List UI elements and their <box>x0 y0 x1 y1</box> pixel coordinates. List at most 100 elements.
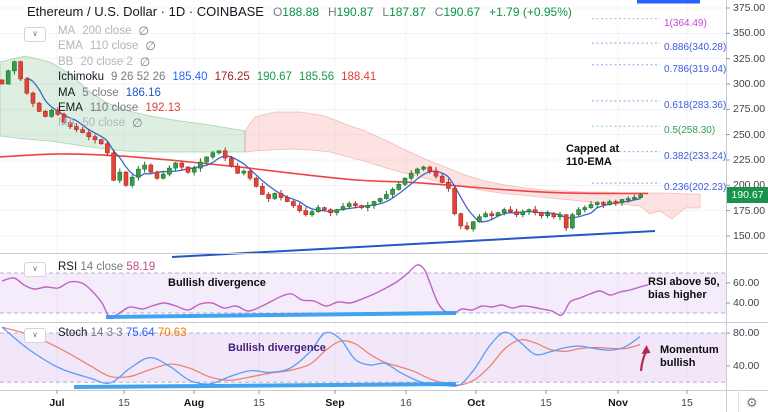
annotation-capped-110ema[interactable]: Capped at 110-EMA <box>566 143 620 168</box>
last-price-badge: 190.67 <box>727 186 768 203</box>
stoch-legend[interactable]: Stoch 14 3 3 75.64 70.63 <box>58 327 187 339</box>
indicator-name: EMA <box>58 40 83 53</box>
top-accent-bar <box>637 0 700 4</box>
indicator-value: 185.56 <box>298 71 335 84</box>
sub-panes <box>0 264 726 389</box>
rsi-legend-collapse-button[interactable]: ∨ <box>24 262 46 277</box>
eye-hidden-icon[interactable]: ∅ <box>138 24 149 38</box>
ohlc-value: 190.67 <box>443 5 481 19</box>
ohlc-values: O188.88 H190.87 L187.87 C190.67 <box>264 4 480 19</box>
fib-level-label[interactable]: 0.5(258.30) <box>664 125 716 137</box>
stoch-d-value: 70.63 <box>157 327 187 339</box>
time-tick-label: Jul <box>49 397 65 409</box>
indicator-value: 192.13 <box>145 101 181 114</box>
stoch-k-value: 75.64 <box>125 327 155 339</box>
indicator-name: EMA <box>58 101 83 114</box>
ohlc-key: C <box>434 5 444 19</box>
legend-row-ema-110-close[interactable]: EMA 110 close 192.13 <box>58 101 376 116</box>
ma5-line <box>26 77 641 223</box>
legend-row-ma-5-close[interactable]: MA 5 close 186.16 <box>58 86 376 101</box>
time-tick-label: Oct <box>467 397 485 409</box>
ohlc-value: 188.88 <box>282 5 319 19</box>
indicator-value: 190.67 <box>256 71 292 84</box>
candles <box>0 60 643 232</box>
legend-row-ma-200-close[interactable]: MA 200 close ∅ <box>58 24 376 39</box>
fib-level-label[interactable]: 0.618(283.36) <box>664 99 727 111</box>
indicator-value: 176.25 <box>214 71 250 84</box>
price-tick-label: 325.00 <box>733 52 766 65</box>
time-tick-label: 15 <box>540 397 552 409</box>
stoch-name: Stoch <box>58 327 88 339</box>
price-tick-label: 225.00 <box>733 153 766 166</box>
indicator-legend: MA 200 close ∅ EMA 110 close ∅ BB 20 close 2 ∅ Ic… <box>58 24 376 132</box>
fib-level-label[interactable]: 0.236(202.23) <box>664 182 727 194</box>
rsi-params: 14 close <box>80 261 124 273</box>
time-tick-label: Aug <box>183 397 205 409</box>
legend-row-ichimoku-9-26-52-26[interactable]: Ichimoku 9 26 52 26 185.40 176.25 190.67 185.… <box>58 70 376 85</box>
eye-hidden-icon[interactable]: ∅ <box>132 116 143 131</box>
indicator-value: 185.40 <box>172 71 208 84</box>
fib-level-label[interactable]: 0.382(233.24) <box>664 150 727 162</box>
price-tick-label: 275.00 <box>733 103 766 116</box>
annotation-rsi-bullish-divergence[interactable]: Bullish divergence <box>168 277 266 289</box>
price-tick-label: 175.00 <box>733 204 766 217</box>
rsi-value: 58.19 <box>126 261 156 273</box>
price-tick-label: 300.00 <box>733 77 766 90</box>
eye-hidden-icon[interactable]: ∅ <box>139 54 151 69</box>
rsi-tick-label: 60.00 <box>733 277 760 289</box>
rsi-legend[interactable]: RSI 14 close 58.19 <box>58 261 155 273</box>
stoch-tick-label: 80.00 <box>733 327 760 339</box>
stoch-k-line <box>1 326 641 387</box>
gridlines <box>0 0 726 390</box>
legend-row-ema-110-close[interactable]: EMA 110 close ∅ <box>58 39 376 54</box>
symbol-title-row: Ethereum / U.S. Dollar · 1D · COINBASE O1… <box>27 4 572 19</box>
indicator-name: MA <box>58 25 76 37</box>
rsi-name: RSI <box>58 261 78 273</box>
stoch-tick-label: 40.00 <box>733 359 760 372</box>
stoch-support-trendline <box>73 382 457 389</box>
annotation-momentum-bullish[interactable]: Momentum bullish <box>660 344 719 369</box>
indicator-params: 20 close 2 <box>80 55 133 68</box>
price-tick-label: 350.00 <box>733 27 766 40</box>
fib-level-label[interactable]: 1(364.49) <box>664 17 707 29</box>
time-scale-settings-gear-icon[interactable]: ⚙ <box>746 395 758 410</box>
ichimoku-cloud <box>0 55 701 220</box>
indicator-params: 110 close <box>89 40 139 53</box>
ohlc-value: 187.87 <box>389 5 426 19</box>
fib-level-label[interactable]: 0.786(319.04) <box>664 63 727 75</box>
indicator-params: 200 close <box>82 25 132 37</box>
indicator-params: 50 close <box>82 117 126 130</box>
time-tick-label: 15 <box>118 397 130 409</box>
stoch-legend-collapse-button[interactable]: ∨ <box>24 328 46 343</box>
change-value: +1.79 (+0.95%) <box>489 5 572 19</box>
indicator-name: MA <box>58 117 76 130</box>
indicator-name: Ichimoku <box>58 71 105 84</box>
time-tick-label: 16 <box>400 397 412 409</box>
time-tick-label: Nov <box>608 397 628 409</box>
legend-row-bb-20-close-2[interactable]: BB 20 close 2 ∅ <box>58 55 376 70</box>
price-tick-label: 150.00 <box>733 229 766 242</box>
eye-hidden-icon[interactable]: ∅ <box>145 39 156 54</box>
symbol-title[interactable]: Ethereum / U.S. Dollar · 1D · COINBASE <box>27 4 264 19</box>
indicator-value: 188.41 <box>341 71 377 84</box>
indicator-params: 110 close <box>89 101 139 114</box>
stoch-params: 14 3 3 <box>90 327 123 339</box>
stoch-d-line <box>1 326 641 386</box>
annotation-stoch-bullish-divergence[interactable]: Bullish divergence <box>228 342 326 354</box>
indicator-params: 9 26 52 26 <box>111 71 166 84</box>
price-tick-label: 375.00 <box>733 2 766 14</box>
fib-level-label[interactable]: 0.886(340.28) <box>664 42 727 54</box>
legend-row-ma-50-close[interactable]: MA 50 close ∅ <box>58 116 376 131</box>
rsi-support-trendline <box>105 311 457 319</box>
rsi-tick-label: 40.00 <box>733 297 760 309</box>
indicator-params: 5 close <box>82 86 119 99</box>
overlay-lines <box>0 77 656 258</box>
ohlc-value: 190.87 <box>336 5 374 19</box>
annotation-rsi-above-50[interactable]: RSI above 50, bias higher <box>648 276 720 301</box>
ohlc-key: L <box>382 5 390 19</box>
main-legend-collapse-button[interactable]: ∨ <box>24 27 46 42</box>
indicator-name: MA <box>58 86 76 99</box>
time-tick-label: Sep <box>325 397 345 409</box>
